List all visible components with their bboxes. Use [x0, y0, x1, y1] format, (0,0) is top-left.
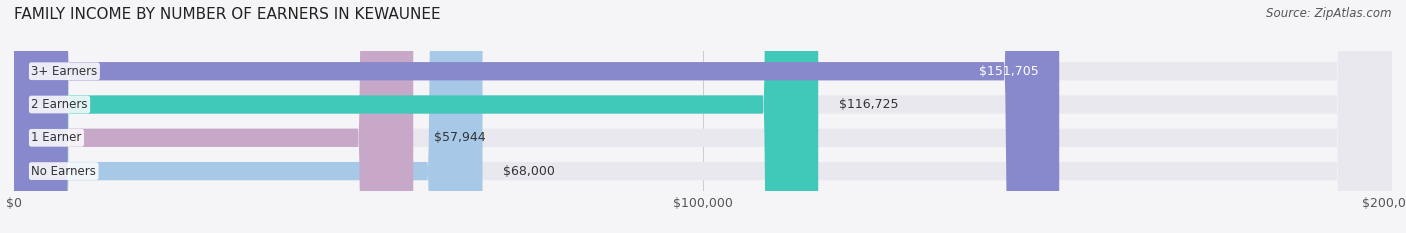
- Text: $116,725: $116,725: [839, 98, 898, 111]
- FancyBboxPatch shape: [14, 0, 482, 233]
- Text: Source: ZipAtlas.com: Source: ZipAtlas.com: [1267, 7, 1392, 20]
- FancyBboxPatch shape: [14, 0, 1392, 233]
- Text: $68,000: $68,000: [503, 164, 555, 178]
- FancyBboxPatch shape: [14, 0, 818, 233]
- FancyBboxPatch shape: [14, 0, 1059, 233]
- FancyBboxPatch shape: [14, 0, 1392, 233]
- Text: No Earners: No Earners: [31, 164, 96, 178]
- FancyBboxPatch shape: [14, 0, 413, 233]
- Text: 3+ Earners: 3+ Earners: [31, 65, 97, 78]
- Text: FAMILY INCOME BY NUMBER OF EARNERS IN KEWAUNEE: FAMILY INCOME BY NUMBER OF EARNERS IN KE…: [14, 7, 440, 22]
- Text: $57,944: $57,944: [434, 131, 485, 144]
- Text: $151,705: $151,705: [979, 65, 1039, 78]
- Text: 2 Earners: 2 Earners: [31, 98, 87, 111]
- Text: 1 Earner: 1 Earner: [31, 131, 82, 144]
- FancyBboxPatch shape: [14, 0, 1392, 233]
- FancyBboxPatch shape: [14, 0, 1392, 233]
